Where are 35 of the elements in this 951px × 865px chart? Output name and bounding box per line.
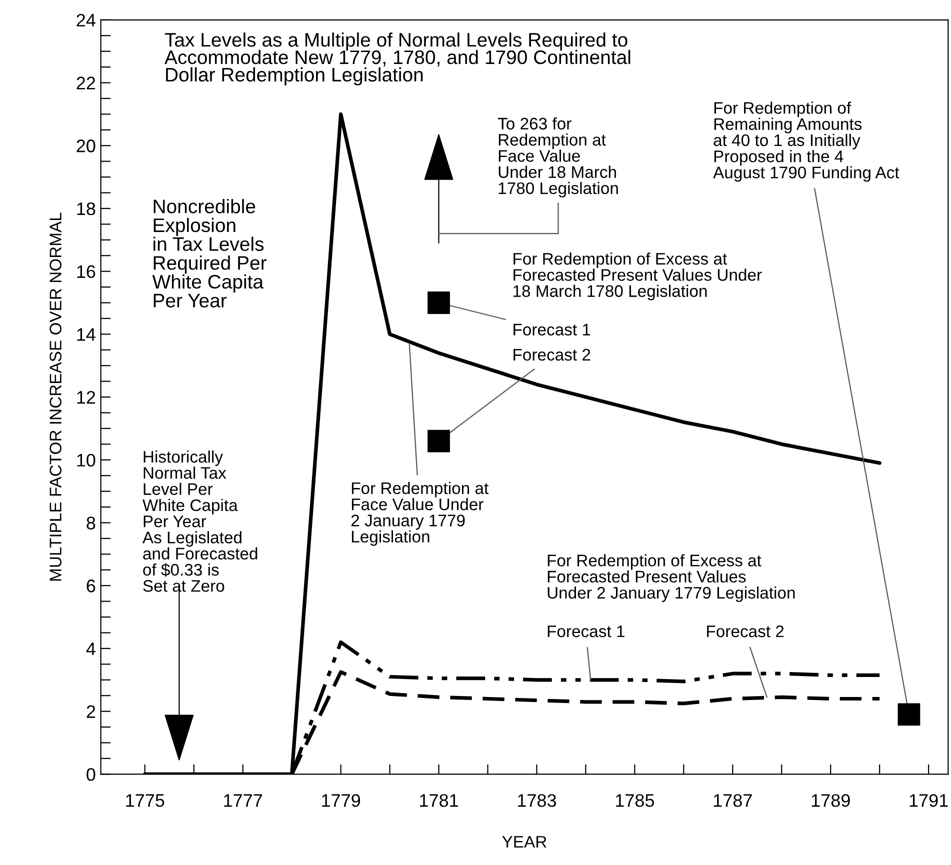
x-tick-label: 1791 [910,794,948,807]
y-tick-label: 12 [77,390,96,404]
y-tick-label: 20 [76,140,96,152]
x-axis-title: YEAR [502,836,546,848]
y-tick-label: 10 [77,454,96,467]
y-tick-label: 4 [86,642,96,656]
annotation: Noncredible Explosion in Tax Levels Required Per White Capita Per Year [152,199,266,308]
y-tick-label: 18 [77,202,96,216]
x-tick-label: 1781 [420,794,458,807]
annotation: Forecast 1 [514,324,590,336]
text: Tax Levels as a Multiple of Normal Levels Required to Accommodate New 1779, 1780, and 1790 Continental Dollar Redemption Legislation [164,32,630,86]
annotation: For Redemption at Face Value Under 2 January 1779 Legislation [351,482,489,546]
x-tick-label: 1777 [224,794,262,807]
annotation: Forecast 2 [514,348,590,361]
y-tick-label: 2 [86,705,96,718]
annotation: To 263 for Redemption at Face Value Under 18 March 1780 Legislation [498,117,618,198]
y-axis-title: MULTIPLE FACTOR INCREASE OVER NORMAL [50,212,62,581]
x-tick-label: 1779 [322,794,360,807]
y-tick-label: 16 [77,265,96,278]
y-tick-label: 24 [76,14,96,26]
y-tick-label: 14 [77,328,96,341]
annotation: For Redemption of Excess at Forecasted Present Values Under 18 March 1780 Legislation [514,252,762,300]
x-tick-label: 1789 [812,794,850,807]
y-tick-label: 0 [86,768,96,781]
x-tick-label: 1787 [714,794,752,807]
annotation: Forecast 1 [548,626,624,638]
x-tick-label: 1785 [616,794,654,807]
x-tick-label: 1783 [518,794,556,807]
x-tick-label: 1775 [126,794,164,807]
y-tick-label: 8 [86,516,96,530]
annotation: Forecast 2 [707,625,784,638]
y-tick-label: 22 [76,76,96,90]
y-tick-label: 6 [86,580,96,592]
annotation: For Redemption of Remaining Amounts at 40 to 1 as Initially Proposed in the 4 August 1790 Funding Act [713,102,900,182]
annotation: For Redemption of Excess at Forecasted Present Values Under 2 January 1779 Legislation [548,554,795,602]
